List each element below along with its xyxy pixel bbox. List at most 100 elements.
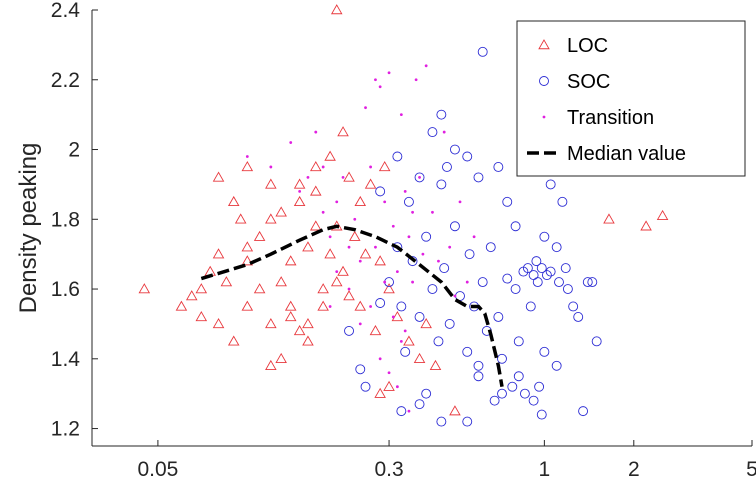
series-transition [245,64,480,413]
soc-point [414,399,425,410]
soc-point [442,162,452,172]
soc-point [444,318,455,329]
soc-point [536,263,547,274]
loc-point [383,380,395,391]
soc-point [392,242,403,253]
transition-point [369,305,372,308]
loc-point [317,300,329,311]
loc-point [374,255,386,266]
transition-point [353,217,357,221]
transition-point [335,270,339,273]
loc-point [310,185,322,196]
soc-point [450,221,460,232]
transition-point [298,189,302,193]
loc-point [284,300,297,311]
transition-point [395,385,399,389]
y-tick-label: 1.2 [51,418,80,441]
loc-point [420,318,432,329]
transition-point [383,280,387,284]
soc-point [477,46,488,57]
loc-point [185,290,198,301]
transition-point [411,210,414,214]
transition-point [403,189,407,193]
soc-point [355,364,366,375]
soc-point [473,360,484,371]
loc-point [403,335,415,346]
legend-item: LOC [538,35,608,57]
loc-point [265,359,277,370]
x-tick-label: 0.05 [137,458,178,481]
soc-point [436,179,447,190]
loc-point [212,248,225,259]
loc-point [369,324,382,336]
loc-point [253,283,266,294]
transition-point [314,130,318,134]
transition-point [442,130,446,134]
soc-point [477,277,488,288]
loc-point [253,230,266,241]
soc-point [507,381,518,392]
loc-point [241,241,254,252]
soc-point [392,151,403,162]
soc-point [513,371,524,382]
soc-point [493,162,504,172]
loc-point [310,220,322,231]
loc-point [275,352,287,363]
transition-point [472,235,476,239]
loc-point [293,195,306,207]
soc-point [375,298,386,308]
loc-point [302,318,314,329]
transition-point [374,245,377,249]
transition-point [458,200,462,204]
loc-point [265,213,277,224]
soc-point [502,196,513,207]
loc-point [317,283,329,294]
loc-point [354,300,367,311]
soc-point [519,388,530,399]
transition-point [364,106,367,110]
transition-point [335,200,339,204]
series-median-value [200,224,504,387]
loc-point [324,248,336,259]
soc-point [557,196,568,207]
soc-point [439,263,450,274]
loc-point [241,161,254,172]
legend-label: Median value [567,143,686,165]
loc-point [284,311,297,322]
loc-point [265,318,277,329]
loc-point [330,276,343,287]
loc-point [204,265,216,276]
soc-point [462,151,473,162]
loc-point [343,290,355,301]
transition-point [369,165,372,169]
transition-point [374,78,377,82]
transition-point [395,270,399,273]
loc-point [241,255,254,266]
y-tick-label: 1.4 [51,348,81,371]
soc-point [464,249,475,260]
legend-item: Transition [542,107,654,129]
transition-point [399,339,403,343]
transition-point [403,329,407,333]
loc-point [234,213,247,224]
transition-point [431,210,434,214]
transition-point [321,210,325,214]
soc-point [497,388,507,399]
soc-point [473,172,484,183]
x-tick-label: 5 [746,458,756,481]
soc-point [587,277,598,288]
loc-point [324,150,336,161]
x-tick-label: 1 [539,458,551,481]
y-tick-label: 2 [68,139,80,162]
transition-point [407,235,411,239]
soc-point [502,273,513,284]
transition-point [414,78,418,82]
loc-point [227,335,240,346]
transition-point [383,200,387,204]
transition-point [245,155,249,158]
legend-label: SOC [567,71,610,93]
transition-point [378,85,382,89]
soc-point [591,336,602,347]
soc-point [344,325,354,336]
loc-point [374,387,386,398]
